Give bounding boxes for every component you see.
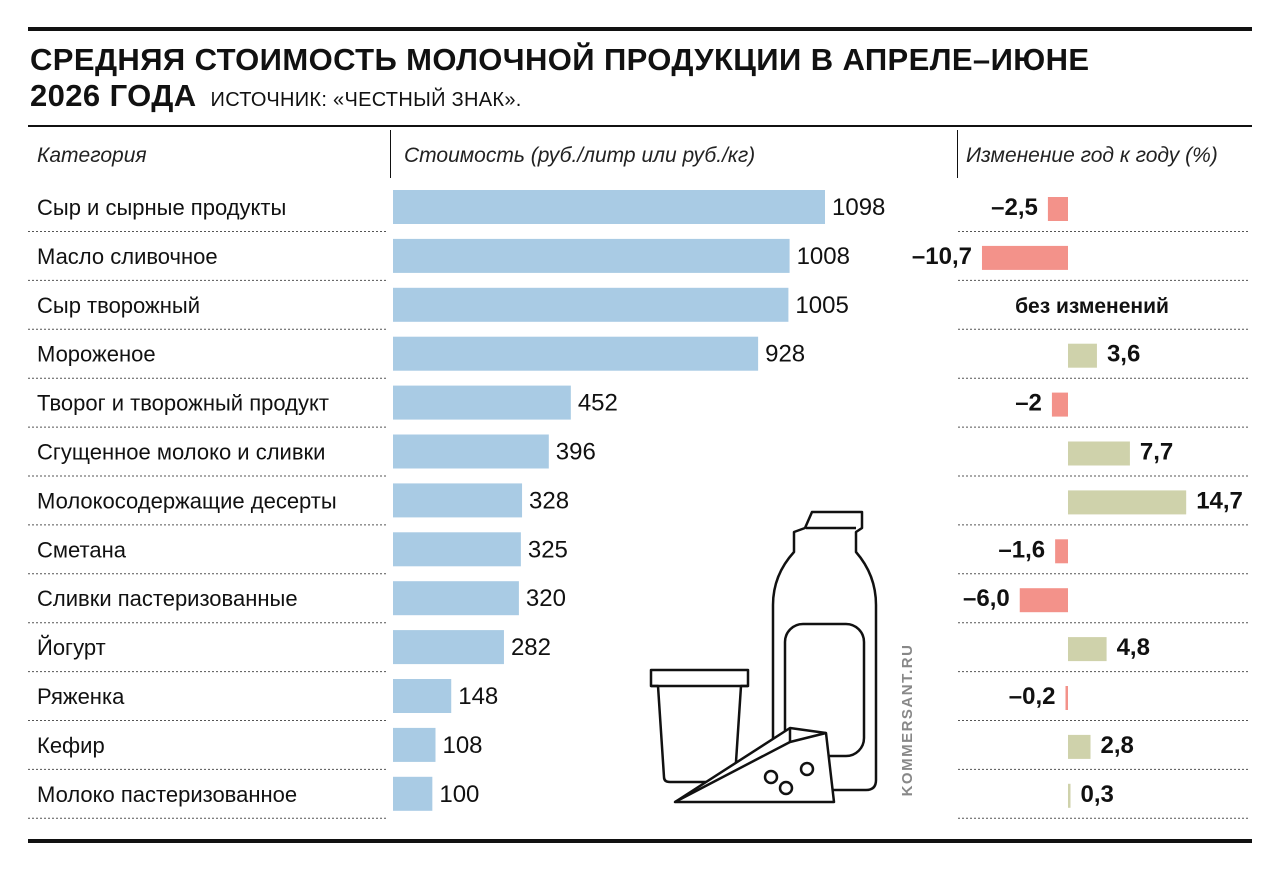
change-value-label: –2,5 — [991, 194, 1038, 221]
category-label: Сыр и сырные продукты — [37, 195, 286, 220]
cost-value-label: 328 — [529, 487, 569, 514]
title-line-2: 2026 ГОДА — [30, 78, 197, 113]
cost-bar — [393, 190, 825, 224]
cost-bar — [393, 434, 549, 469]
title-line-1: СРЕДНЯЯ СТОИМОСТЬ МОЛОЧНОЙ ПРОДУКЦИИ В А… — [30, 42, 1090, 77]
category-label: Молокосодержащие десерты — [37, 488, 337, 513]
change-value-label: 14,7 — [1196, 487, 1243, 514]
category-label: Мороженое — [37, 342, 156, 367]
cost-bar — [393, 336, 759, 371]
category-label: Масло сливочное — [37, 244, 218, 269]
column-header-category: Категория — [37, 144, 147, 167]
change-bar-negative — [1051, 392, 1068, 417]
watermark-text: KOMMERSANT.RU — [899, 644, 916, 797]
top-rule — [28, 27, 1252, 31]
change-value-label: 7,7 — [1140, 439, 1173, 466]
bottom-rule — [28, 839, 1252, 843]
change-value-label: без изменений — [1015, 295, 1169, 318]
change-value-label: –0,2 — [1009, 683, 1056, 710]
category-label: Сливки пастеризованные — [37, 586, 298, 611]
change-value-label: 3,6 — [1107, 341, 1140, 368]
cost-bar — [393, 532, 521, 567]
change-bar-positive — [1068, 734, 1091, 759]
cost-value-label: 928 — [765, 341, 805, 368]
change-bar-positive — [1068, 441, 1130, 466]
category-label: Сгущенное молоко и сливки — [37, 440, 325, 465]
change-bar-negative — [1019, 588, 1068, 613]
change-bar-positive — [1068, 490, 1187, 515]
change-value-label: –1,6 — [998, 536, 1045, 563]
cost-value-label: 100 — [439, 781, 479, 808]
cost-value-label: 396 — [556, 439, 596, 466]
change-value-label: 0,3 — [1081, 781, 1114, 808]
category-label: Молоко пастеризованное — [37, 782, 297, 807]
header-rule — [28, 125, 1252, 127]
cost-bar — [393, 776, 433, 811]
cost-value-label: 282 — [511, 634, 551, 661]
change-bar-positive — [1068, 637, 1107, 662]
column-separator — [957, 130, 958, 178]
cost-bar — [393, 630, 504, 665]
source-note: ИСТОЧНИК: «ЧЕСТНЫЙ ЗНАК». — [210, 89, 522, 111]
cost-value-label: 320 — [526, 585, 566, 612]
cost-bar — [393, 727, 436, 762]
change-value-label: –6,0 — [963, 585, 1010, 612]
cost-value-label: 148 — [458, 683, 498, 710]
change-bar-negative — [1065, 686, 1068, 710]
column-header-change: Изменение год к году (%) — [966, 144, 1218, 167]
chart-title: СРЕДНЯЯ СТОИМОСТЬ МОЛОЧНОЙ ПРОДУКЦИИ В А… — [30, 42, 1089, 118]
cost-bar — [393, 483, 523, 518]
dairy-illustration — [649, 510, 878, 804]
cost-value-label: 1008 — [797, 243, 850, 270]
change-value-label: –10,7 — [912, 243, 972, 270]
change-bar-positive — [1068, 783, 1071, 808]
cost-bar — [393, 581, 519, 616]
column-header-cost: Стоимость (руб./литр или руб./кг) — [404, 144, 756, 167]
change-bar-negative — [1055, 539, 1068, 564]
cost-bar — [393, 385, 571, 420]
change-bar-negative — [1047, 197, 1068, 221]
category-label: Ряженка — [37, 684, 125, 709]
change-value-label: –2 — [1015, 390, 1042, 417]
category-label: Сметана — [37, 537, 127, 562]
cost-value-label: 1098 — [832, 194, 885, 221]
cost-value-label: 1005 — [795, 292, 848, 319]
category-label: Сыр творожный — [37, 293, 200, 318]
category-label: Кефир — [37, 733, 105, 758]
change-value-label: 4,8 — [1117, 634, 1150, 661]
change-value-label: 2,8 — [1101, 732, 1134, 759]
cost-bar — [393, 287, 789, 322]
category-label: Творог и творожный продукт — [37, 391, 329, 416]
category-label: Йогурт — [37, 635, 106, 660]
cost-value-label: 325 — [528, 536, 568, 563]
cost-value-label: 108 — [442, 732, 482, 759]
column-separator — [390, 130, 391, 178]
cost-bar — [393, 238, 790, 273]
change-bar-negative — [981, 245, 1068, 270]
cost-bar — [393, 679, 452, 713]
change-bar-positive — [1068, 343, 1097, 368]
cost-value-label: 452 — [578, 390, 618, 417]
